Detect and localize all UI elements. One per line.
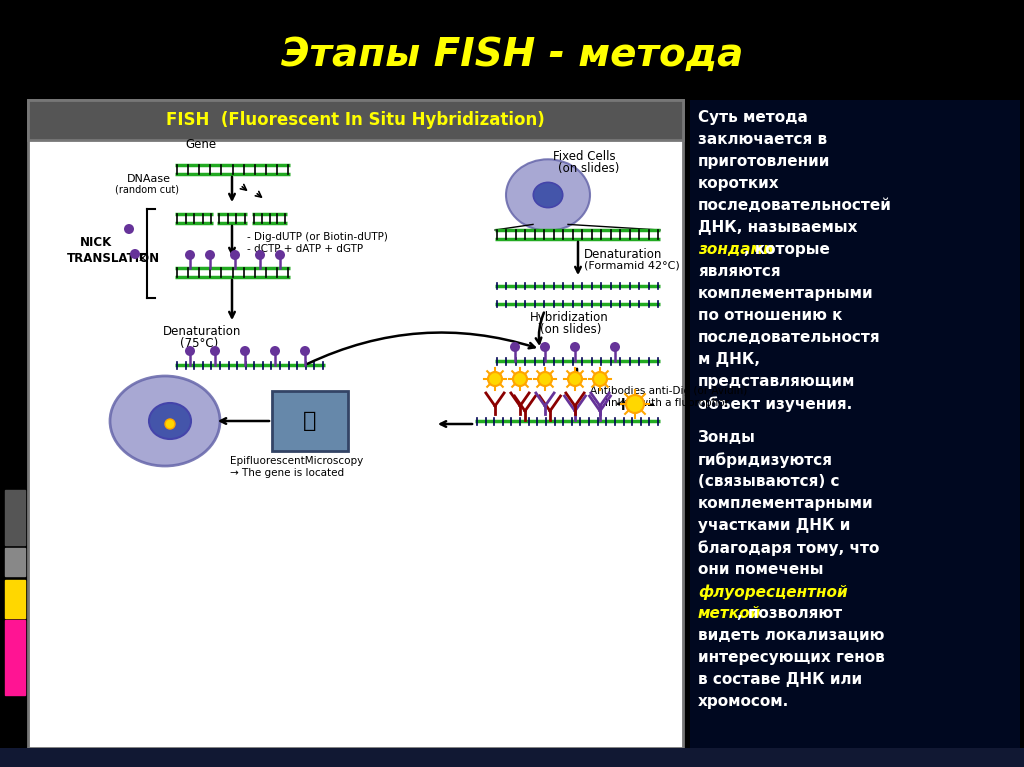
Ellipse shape bbox=[150, 403, 191, 439]
Text: (on slides): (on slides) bbox=[558, 162, 620, 175]
Text: Gene: Gene bbox=[185, 138, 216, 151]
Circle shape bbox=[488, 372, 502, 386]
Text: (on slides): (on slides) bbox=[540, 323, 601, 336]
Text: комплементарными: комплементарными bbox=[698, 286, 873, 301]
Text: (75°C): (75°C) bbox=[180, 337, 218, 350]
Text: Antibodies anti-Dig (or Avidin): Antibodies anti-Dig (or Avidin) bbox=[590, 386, 748, 396]
Circle shape bbox=[185, 250, 195, 260]
Text: Этапы FISH - метода: Этапы FISH - метода bbox=[281, 36, 743, 74]
Text: хромосом.: хромосом. bbox=[698, 694, 790, 709]
Circle shape bbox=[300, 346, 310, 356]
Text: Fixed Cells: Fixed Cells bbox=[553, 150, 615, 163]
Text: Зонды: Зонды bbox=[698, 430, 756, 445]
Circle shape bbox=[124, 224, 134, 234]
Circle shape bbox=[270, 346, 280, 356]
Circle shape bbox=[275, 250, 285, 260]
Text: (random cut): (random cut) bbox=[115, 185, 179, 195]
Text: м ДНК,: м ДНК, bbox=[698, 352, 760, 367]
Text: по отношению к: по отношению к bbox=[698, 308, 843, 323]
Bar bbox=[5, 490, 25, 545]
Text: комплементарными: комплементарными bbox=[698, 496, 873, 511]
Text: +: + bbox=[615, 394, 632, 413]
Text: видеть локализацию: видеть локализацию bbox=[698, 628, 885, 643]
Text: Denaturation: Denaturation bbox=[584, 248, 663, 261]
Text: зондами: зондами bbox=[698, 242, 773, 257]
Text: DNAase: DNAase bbox=[127, 174, 171, 184]
Text: - Dig-dUTP (or Biotin-dUTP): - Dig-dUTP (or Biotin-dUTP) bbox=[247, 232, 388, 242]
Bar bbox=[28, 100, 683, 140]
Text: объект изучения.: объект изучения. bbox=[698, 396, 852, 412]
Text: - dCTP + dATP + dGTP: - dCTP + dATP + dGTP bbox=[247, 244, 364, 254]
Text: последовательностей: последовательностей bbox=[698, 198, 892, 213]
Circle shape bbox=[185, 346, 195, 356]
Text: приготовлении: приготовлении bbox=[698, 154, 830, 169]
Circle shape bbox=[568, 372, 582, 386]
Text: являются: являются bbox=[698, 264, 780, 279]
Bar bbox=[272, 391, 348, 451]
Text: (Formamid 42°C): (Formamid 42°C) bbox=[584, 260, 680, 270]
Circle shape bbox=[240, 346, 250, 356]
Circle shape bbox=[255, 250, 265, 260]
Bar bbox=[5, 620, 25, 695]
Text: участками ДНК и: участками ДНК и bbox=[698, 518, 850, 533]
Circle shape bbox=[538, 372, 552, 386]
Circle shape bbox=[230, 250, 240, 260]
Text: ДНК, называемых: ДНК, называемых bbox=[698, 220, 857, 235]
Circle shape bbox=[540, 342, 550, 352]
Ellipse shape bbox=[110, 376, 220, 466]
Text: Denaturation: Denaturation bbox=[163, 325, 242, 338]
Text: Суть метода: Суть метода bbox=[698, 110, 808, 125]
Ellipse shape bbox=[506, 160, 590, 231]
Text: заключается в: заключается в bbox=[698, 132, 827, 147]
Text: , позволяют: , позволяют bbox=[737, 606, 842, 621]
Circle shape bbox=[610, 342, 620, 352]
Circle shape bbox=[626, 395, 644, 413]
Text: представляющим: представляющим bbox=[698, 374, 855, 389]
Text: последовательностя: последовательностя bbox=[698, 330, 881, 345]
Text: гибридизуются: гибридизуются bbox=[698, 452, 833, 468]
Bar bbox=[5, 580, 25, 618]
Circle shape bbox=[513, 372, 527, 386]
Bar bbox=[28, 100, 683, 748]
Text: Hybridization: Hybridization bbox=[530, 311, 608, 324]
Ellipse shape bbox=[534, 183, 563, 208]
Text: NICK: NICK bbox=[80, 236, 113, 249]
Circle shape bbox=[165, 419, 175, 429]
Text: ✕: ✕ bbox=[137, 254, 146, 264]
Bar bbox=[5, 548, 25, 576]
Circle shape bbox=[510, 342, 520, 352]
Text: благодаря тому, что: благодаря тому, что bbox=[698, 540, 880, 556]
Circle shape bbox=[130, 249, 140, 259]
Text: в составе ДНК или: в составе ДНК или bbox=[698, 672, 862, 687]
Text: флуоресцентной: флуоресцентной bbox=[698, 584, 848, 600]
Text: (связываются) с: (связываются) с bbox=[698, 474, 840, 489]
Circle shape bbox=[570, 342, 580, 352]
Text: меткой: меткой bbox=[698, 606, 761, 621]
Text: FISH  (Fluorescent In Situ Hybridization): FISH (Fluorescent In Situ Hybridization) bbox=[166, 111, 545, 129]
Bar bbox=[690, 100, 1020, 748]
Circle shape bbox=[205, 250, 215, 260]
Text: коротких: коротких bbox=[698, 176, 779, 191]
Text: -: - bbox=[647, 394, 655, 413]
Text: EpifluorescentMicroscopy: EpifluorescentMicroscopy bbox=[230, 456, 364, 466]
Text: они помечены: они помечены bbox=[698, 562, 823, 577]
Text: 🔬: 🔬 bbox=[303, 411, 316, 431]
Text: → The gene is located: → The gene is located bbox=[230, 468, 344, 478]
Text: , которые: , которые bbox=[743, 242, 829, 257]
Circle shape bbox=[593, 372, 607, 386]
Text: TRANSLATION: TRANSLATION bbox=[67, 252, 160, 265]
Bar bbox=[0, 748, 1024, 767]
Text: интересующих генов: интересующих генов bbox=[698, 650, 885, 665]
Text: linked with a fluorophor: linked with a fluorophor bbox=[605, 398, 729, 408]
Circle shape bbox=[210, 346, 220, 356]
